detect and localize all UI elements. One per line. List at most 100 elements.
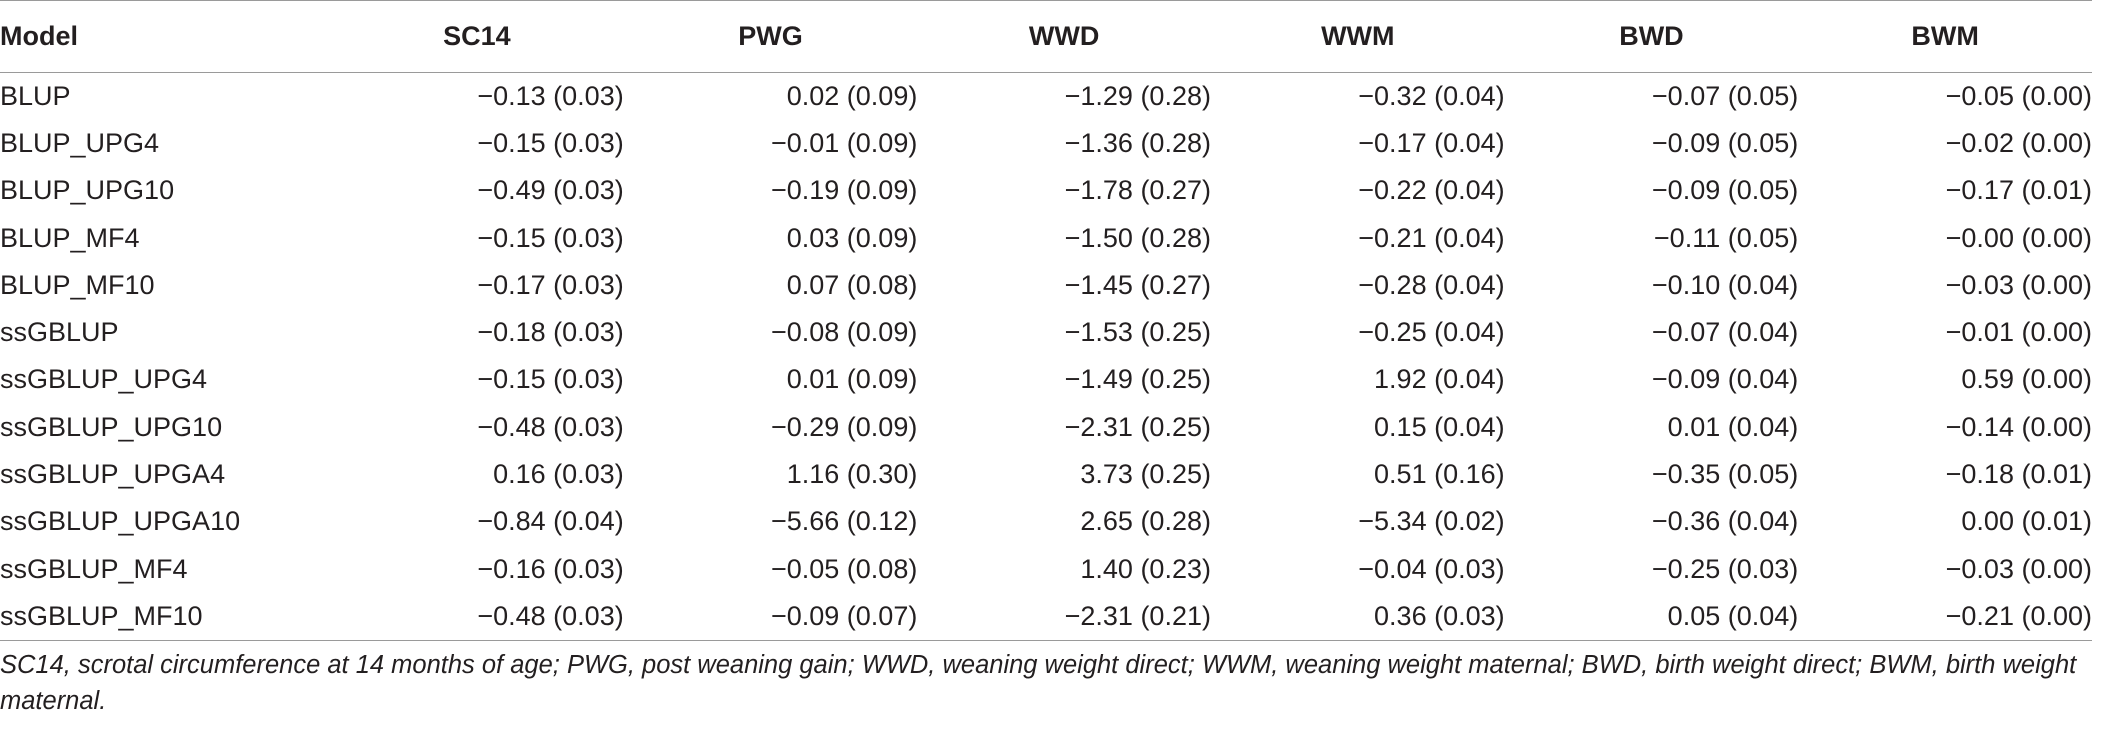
table-cell: −0.49 (0.03) (477, 175, 624, 206)
table-cell: −0.29 (0.09) (770, 411, 918, 442)
table-cell: −0.07 (0.04) (1651, 317, 1799, 348)
table-cell: 0.00 (0.01) (1961, 506, 2092, 537)
table-cell: −0.07 (0.05) (1651, 80, 1799, 111)
table-row: ssGBLUP −0.18 (0.03) −0.08 (0.09) −1.53 (0.… (0, 309, 2092, 356)
table-cell: −0.10 (0.04) (1651, 269, 1799, 300)
table-cell: −0.17 (0.04) (1358, 127, 1505, 158)
table-cell: −1.49 (0.25) (1064, 364, 1211, 395)
column-header-wwm: WWM (1210, 0, 1505, 73)
table-row: BLUP −0.13 (0.03) 0.02 (0.09) −1.29 (0.28) −… (0, 73, 2092, 120)
table-cell: 0.01 (0.04) (1667, 411, 1799, 442)
table-cell: 0.51 (0.16) (1374, 459, 1505, 490)
table-cell: −0.22 (0.04) (1358, 175, 1505, 206)
table-cell: −0.15 (0.03) (477, 364, 624, 395)
table-cell: 0.36 (0.03) (1210, 592, 1505, 641)
table-cell: −1.78 (0.27) (1064, 175, 1211, 206)
table-cell: −0.21 (0.04) (1358, 222, 1505, 253)
table-cell: 0.15 (0.04) (1374, 411, 1505, 442)
table-cell: −0.03 (0.00) (1945, 553, 2092, 584)
table-cell: 0.03 (0.09) (786, 222, 918, 253)
table-cell: −0.17 (0.01) (1945, 175, 2092, 206)
table-cell: −0.28 (0.04) (1358, 269, 1505, 300)
table-row: BLUP_MF10 −0.17 (0.03) 0.07 (0.08) −1.45 (0… (0, 262, 2092, 309)
table-cell: −0.08 (0.09) (770, 317, 918, 348)
column-header-model: Model (0, 0, 331, 73)
table-row: ssGBLUP_UPG10 −0.48 (0.03) −0.29 (0.09) −2.… (0, 404, 2092, 451)
table-row: ssGBLUP_UPGA4 0.16 (0.03) 1.16 (0.30) 3.73 … (0, 451, 2092, 498)
table-cell: −0.16 (0.03) (477, 553, 624, 584)
table-row: ssGBLUP_MF4 −0.16 (0.03) −0.05 (0.08) 1.40 … (0, 545, 2092, 592)
table-body: BLUP −0.13 (0.03) 0.02 (0.09) −1.29 (0.28) −… (0, 73, 2092, 641)
table-cell: −0.09 (0.05) (1651, 175, 1799, 206)
table-row: BLUP_UPG10 −0.49 (0.03) −0.19 (0.09) −1.78 … (0, 167, 2092, 214)
table-cell: −0.04 (0.03) (1358, 553, 1505, 584)
table-cell: −0.03 (0.00) (1945, 269, 2092, 300)
column-header-wwd: WWD (917, 0, 1211, 73)
table-cell: −0.00 (0.00) (1945, 222, 2092, 253)
row-model-name: ssGBLUP_MF10 (0, 592, 331, 641)
row-model-name: ssGBLUP (0, 317, 119, 348)
table-cell: 1.40 (0.23) (1080, 553, 1211, 584)
table-cell: 3.73 (0.25) (1080, 459, 1211, 490)
table-row: ssGBLUP_UPGA10 −0.84 (0.04) −5.66 (0.12) 2.… (0, 498, 2092, 545)
table-cell: 0.02 (0.09) (786, 80, 918, 111)
table-row: ssGBLUP_UPG4 −0.15 (0.03) 0.01 (0.09) −1.49… (0, 356, 2092, 403)
table-cell: −2.31 (0.25) (1064, 411, 1211, 442)
table-cell: −0.18 (0.03) (477, 317, 624, 348)
table-cell: −0.01 (0.00) (1945, 317, 2092, 348)
table-cell: −0.02 (0.00) (1945, 127, 2092, 158)
column-header-bwd: BWD (1504, 0, 1799, 73)
row-model-name: ssGBLUP_UPG4 (0, 364, 208, 395)
table-cell: 0.05 (0.04) (1504, 592, 1799, 641)
row-model-name: BLUP_MF10 (0, 269, 155, 300)
table-cell: −0.09 (0.04) (1651, 364, 1799, 395)
table-cell: 1.16 (0.30) (786, 459, 918, 490)
table-cell: −0.21 (0.00) (1798, 592, 2092, 641)
table-row: ssGBLUP_MF10 −0.48 (0.03) −0.09 (0.07) −2.3… (0, 592, 2092, 641)
column-header-bwm: BWM (1798, 0, 2092, 73)
table-cell: −0.48 (0.03) (477, 411, 624, 442)
table-cell: −0.01 (0.09) (770, 127, 918, 158)
row-model-name: BLUP_MF4 (0, 222, 140, 253)
table-cell: −5.66 (0.12) (770, 506, 918, 537)
table-cell: −0.05 (0.08) (770, 553, 918, 584)
table-cell: 2.65 (0.28) (1080, 506, 1211, 537)
table-cell: −0.18 (0.01) (1945, 459, 2092, 490)
table-cell: −0.35 (0.05) (1651, 459, 1799, 490)
table-footnote: SC14, scrotal circumference at 14 months… (0, 650, 2077, 715)
table-cell: −1.45 (0.27) (1064, 269, 1211, 300)
table-cell: −0.09 (0.05) (1651, 127, 1799, 158)
table-cell: −0.11 (0.05) (1653, 222, 1799, 253)
row-model-name: BLUP_UPG4 (0, 127, 160, 158)
row-model-name: BLUP (0, 80, 71, 111)
table-cell: −0.25 (0.04) (1358, 317, 1505, 348)
table-cell: −1.53 (0.25) (1064, 317, 1211, 348)
row-model-name: ssGBLUP_UPGA10 (0, 506, 241, 537)
table-cell: −0.15 (0.03) (477, 222, 624, 253)
table-header-row: Model SC14 PWG WWD WWM BWD BWM (0, 0, 2092, 73)
table-row: BLUP_UPG4 −0.15 (0.03) −0.01 (0.09) −1.36 (… (0, 120, 2092, 167)
table-cell: −0.05 (0.00) (1945, 80, 2092, 111)
column-header-pwg: PWG (623, 0, 918, 73)
results-table: Model SC14 PWG WWD WWM BWD BWM BLUP −0.13… (0, 0, 2092, 641)
table-cell: −1.36 (0.28) (1064, 127, 1211, 158)
table-cell: −5.34 (0.02) (1358, 506, 1505, 537)
row-model-name: ssGBLUP_UPGA4 (0, 459, 226, 490)
table-cell: −0.13 (0.03) (477, 80, 624, 111)
table-row: BLUP_MF4 −0.15 (0.03) 0.03 (0.09) −1.50 (0.… (0, 214, 2092, 261)
table-cell: −0.25 (0.03) (1651, 553, 1799, 584)
table-cell: −0.84 (0.04) (477, 506, 624, 537)
table-cell: 0.07 (0.08) (786, 269, 918, 300)
column-header-sc14: SC14 (330, 0, 624, 73)
table-cell: −2.31 (0.21) (917, 592, 1211, 641)
row-model-name: ssGBLUP_UPG10 (0, 411, 223, 442)
table-cell: −0.36 (0.04) (1651, 506, 1799, 537)
table-cell: 0.01 (0.09) (786, 364, 918, 395)
table-cell: 0.59 (0.00) (1961, 364, 2092, 395)
table-cell: −0.14 (0.00) (1945, 411, 2092, 442)
row-model-name: ssGBLUP_MF4 (0, 553, 188, 584)
table-cell: −0.32 (0.04) (1358, 80, 1505, 111)
table-cell: −0.48 (0.03) (330, 592, 624, 641)
table-cell: −1.29 (0.28) (1064, 80, 1211, 111)
